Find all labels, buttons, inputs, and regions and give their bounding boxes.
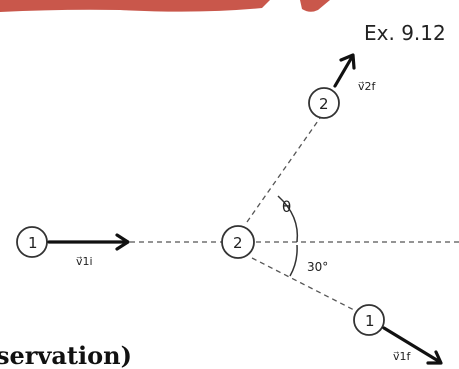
top-banner-stroke bbox=[0, 0, 270, 12]
velocity-1i-label: v⃗1i bbox=[76, 255, 93, 268]
velocity-1f-arrow bbox=[382, 326, 443, 365]
ball-1-initial: 1 bbox=[16, 226, 48, 258]
velocity-2f-arrow bbox=[333, 53, 356, 88]
top-banner-stroke-accent bbox=[300, 0, 330, 12]
ball-2-target: 2 bbox=[221, 225, 255, 259]
example-label: Ex. 9.12 bbox=[364, 21, 446, 45]
velocity-1i-arrow bbox=[47, 233, 130, 251]
ball1-trajectory-line bbox=[251, 257, 359, 313]
footer-fragment-text: servation) bbox=[0, 341, 132, 369]
ball-1-final-label: 1 bbox=[365, 312, 375, 330]
ball2-trajectory-line bbox=[246, 117, 321, 223]
velocity-2f-label: v⃗2f bbox=[358, 80, 377, 93]
velocity-1f-label: v⃗1f bbox=[393, 350, 412, 363]
ball-2-final-label: 2 bbox=[319, 95, 329, 113]
ball-1-final: 1 bbox=[353, 304, 385, 336]
theta-arc bbox=[277, 195, 299, 243]
ball-2-final: 2 bbox=[308, 87, 340, 119]
ball-2-target-label: 2 bbox=[233, 234, 243, 252]
ball-1-initial-label: 1 bbox=[28, 234, 38, 252]
thirty-degree-arc bbox=[289, 244, 298, 277]
theta-label: θ bbox=[282, 198, 291, 216]
thirty-degree-label: 30° bbox=[307, 260, 328, 274]
